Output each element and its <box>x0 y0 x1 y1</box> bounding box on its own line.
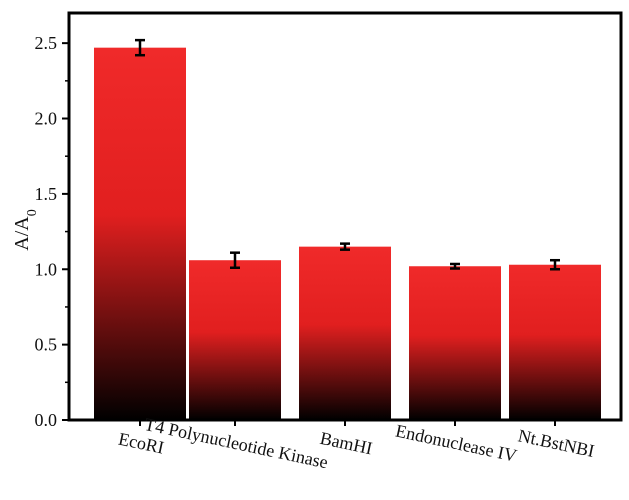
bar-2 <box>189 260 281 420</box>
y-axis-title-subscript: 0 <box>25 209 40 216</box>
bar-3 <box>299 246 391 420</box>
y-tick-label-4: 2.0 <box>35 109 58 129</box>
y-axis-ticks: 0.0 0.5 1.0 1.5 2.0 2.5 <box>35 33 69 430</box>
x-tick-label-2: T4 Polynucleotide Kinase <box>143 414 330 472</box>
bar-4 <box>409 266 501 420</box>
x-tick-label-4: Endonuclease IV <box>394 421 519 466</box>
y-tick-label-5: 2.5 <box>35 33 58 53</box>
x-tick-label-5: Nt.BstNBI <box>516 425 596 461</box>
y-tick-label-2: 1.0 <box>35 259 58 279</box>
error-bars-group <box>135 38 560 271</box>
bars-group <box>94 47 601 420</box>
bar-1 <box>94 47 186 420</box>
y-tick-label-3: 1.5 <box>35 184 58 204</box>
y-axis-title: A/A0 <box>11 209 40 250</box>
y-tick-label-0: 0.0 <box>35 410 58 430</box>
y-tick-label-1: 0.5 <box>35 335 58 355</box>
bar-5 <box>509 264 601 420</box>
